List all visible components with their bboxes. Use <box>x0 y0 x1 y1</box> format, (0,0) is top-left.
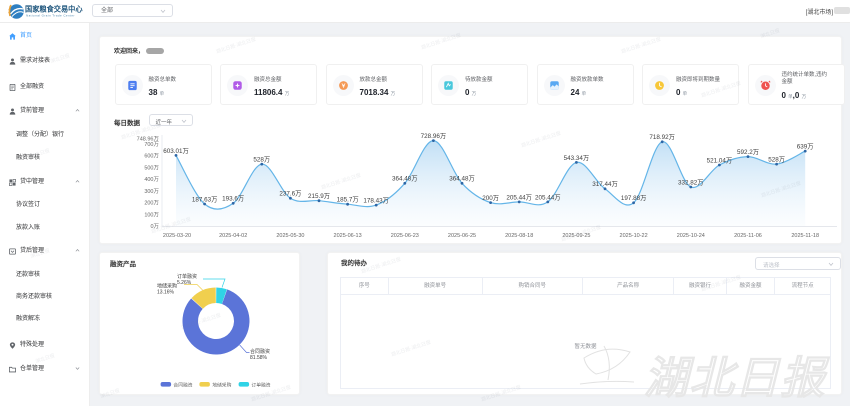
svg-text:500万: 500万 <box>144 164 159 171</box>
svg-text:528万: 528万 <box>768 156 785 164</box>
svg-text:2025-05-30: 2025-05-30 <box>276 233 304 239</box>
svg-text:200万: 200万 <box>144 200 159 207</box>
svg-text:603.01万: 603.01万 <box>163 147 189 155</box>
svg-text:地储采购: 地储采购 <box>157 283 177 290</box>
svg-text:700万: 700万 <box>144 141 159 148</box>
svg-text:205.44万: 205.44万 <box>506 193 532 201</box>
svg-text:2025-10-24: 2025-10-24 <box>677 233 705 239</box>
svg-text:748.96万: 748.96万 <box>137 135 160 142</box>
svg-text:2025-09-25: 2025-09-25 <box>562 233 590 239</box>
svg-text:81.58%: 81.58% <box>250 355 268 361</box>
svg-text:197.88万: 197.88万 <box>621 194 647 202</box>
svg-text:543.34万: 543.34万 <box>564 154 590 162</box>
svg-text:国家粮食交易中心: 国家粮食交易中心 <box>25 5 83 14</box>
svg-text:2025-03-20: 2025-03-20 <box>163 233 191 239</box>
svg-text:2025-10-22: 2025-10-22 <box>620 233 648 239</box>
svg-text:合同融资: 合同融资 <box>250 348 270 355</box>
svg-text:400万: 400万 <box>144 176 159 183</box>
svg-text:193.6万: 193.6万 <box>222 195 244 203</box>
svg-text:317.44万: 317.44万 <box>592 180 618 188</box>
svg-text:728.96万: 728.96万 <box>421 132 447 140</box>
svg-text:592.2万: 592.2万 <box>737 148 759 156</box>
svg-text:205.44万: 205.44万 <box>535 193 561 201</box>
svg-text:2025-06-25: 2025-06-25 <box>448 233 476 239</box>
svg-text:237.6万: 237.6万 <box>279 190 301 198</box>
svg-text:National Grain Trade Center: National Grain Trade Center <box>26 14 75 18</box>
svg-text:5.26%: 5.26% <box>177 280 192 286</box>
svg-text:178.43万: 178.43万 <box>363 197 389 205</box>
svg-text:2025-06-23: 2025-06-23 <box>391 233 419 239</box>
svg-text:2025-04-02: 2025-04-02 <box>219 233 247 239</box>
svg-text:528万: 528万 <box>253 156 270 164</box>
svg-text:639万: 639万 <box>797 143 814 151</box>
svg-text:订单融资: 订单融资 <box>251 381 270 388</box>
svg-text:2025-06-13: 2025-06-13 <box>334 233 362 239</box>
svg-text:364.48万: 364.48万 <box>449 175 475 183</box>
svg-text:187.63万: 187.63万 <box>192 195 218 203</box>
svg-text:0万: 0万 <box>150 223 159 230</box>
svg-text:215.9万: 215.9万 <box>308 192 330 200</box>
svg-text:合同融资: 合同融资 <box>173 381 192 388</box>
svg-text:订单融资: 订单融资 <box>177 273 197 280</box>
svg-text:13.16%: 13.16% <box>157 290 175 296</box>
svg-text:100万: 100万 <box>144 211 159 218</box>
svg-text:521.04万: 521.04万 <box>707 156 733 164</box>
svg-text:718.92万: 718.92万 <box>649 133 675 141</box>
svg-text:地储采购: 地储采购 <box>212 381 231 388</box>
svg-text:185.7万: 185.7万 <box>337 196 359 204</box>
svg-text:300万: 300万 <box>144 188 159 195</box>
svg-text:2025-11-06: 2025-11-06 <box>734 233 762 239</box>
svg-text:2025-11-18: 2025-11-18 <box>791 233 819 239</box>
svg-text:200万: 200万 <box>482 194 499 202</box>
svg-text:2025-08-18: 2025-08-18 <box>505 233 533 239</box>
svg-text:600万: 600万 <box>144 153 159 160</box>
svg-text:332.82万: 332.82万 <box>678 178 704 186</box>
svg-text:364.48万: 364.48万 <box>392 175 418 183</box>
